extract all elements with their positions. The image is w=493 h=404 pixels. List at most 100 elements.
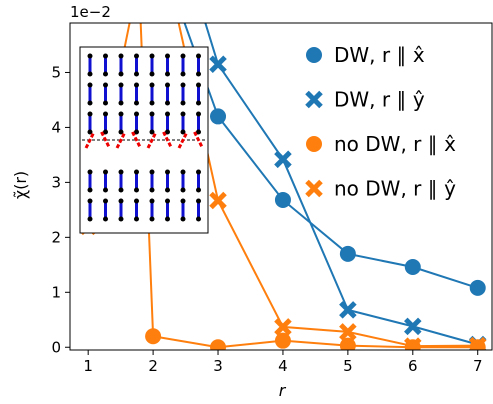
marker: [274, 150, 292, 169]
inset-site: [118, 216, 124, 222]
y-tick-label: 3: [51, 173, 61, 191]
inset-site: [134, 169, 139, 175]
inset-site: [180, 100, 186, 106]
inset-site: [165, 169, 170, 175]
inset-site: [118, 71, 124, 77]
inset-site: [103, 100, 108, 106]
inset-site: [87, 111, 93, 117]
inset-site: [196, 198, 201, 204]
inset-site: [118, 82, 124, 88]
inset-site: [134, 71, 139, 77]
inset-site: [149, 71, 155, 77]
axes-frame: [69, 22, 493, 351]
inset-site: [87, 198, 93, 204]
inset-site: [196, 216, 201, 222]
inset-site: [149, 187, 155, 193]
inset-site: [134, 100, 139, 106]
inset-site: [196, 71, 201, 77]
inset-dw-bond: [131, 131, 142, 149]
marker: [274, 332, 291, 349]
marker: [339, 245, 356, 262]
inset-site: [134, 82, 139, 88]
plot-area: [79, 23, 487, 350]
inset-site: [103, 111, 108, 117]
inset-site: [118, 169, 124, 175]
inset-frame: [79, 46, 209, 234]
inset-site: [134, 216, 139, 222]
offset-label: 1e−2: [70, 3, 111, 21]
inset-site: [103, 71, 108, 77]
inset-dw-bond: [115, 131, 127, 149]
inset-site: [165, 71, 170, 77]
y-tick-label: 5: [51, 63, 61, 81]
inset-site: [118, 187, 124, 193]
inset-site: [103, 82, 108, 88]
y-axis-label: χ̃(r): [11, 171, 30, 199]
inset-site: [149, 129, 155, 135]
inset-site: [165, 187, 170, 193]
inset-site: [149, 111, 155, 117]
y-tick-label: 2: [51, 228, 61, 246]
inset-site: [180, 129, 186, 135]
inset-site: [165, 216, 170, 222]
inset-site: [165, 129, 170, 135]
inset-site: [165, 111, 170, 117]
inset-site: [149, 169, 155, 175]
inset-dw-bond: [84, 131, 96, 149]
legend-label: DW, r ∥ ŷ: [334, 88, 425, 112]
inset-site: [196, 129, 201, 135]
marker: [404, 317, 422, 336]
inset-site: [87, 169, 93, 175]
inset-site: [118, 111, 124, 117]
x-tick-label: 3: [213, 357, 223, 375]
marker: [274, 191, 291, 208]
inset-site: [165, 53, 170, 59]
marker: [209, 191, 227, 210]
inset-dw-bond: [162, 131, 173, 149]
marker: [339, 337, 356, 350]
inset-site: [87, 100, 93, 106]
marker: [305, 179, 323, 198]
inset-site: [149, 53, 155, 59]
inset-site: [180, 71, 186, 77]
inset-site: [149, 100, 155, 106]
inset-site: [134, 129, 139, 135]
marker: [339, 301, 357, 319]
inset-site: [103, 169, 108, 175]
marker: [210, 339, 227, 350]
y-tick-label: 4: [51, 118, 61, 136]
inset-site: [87, 53, 93, 59]
inset-site: [103, 53, 108, 59]
marker: [305, 90, 323, 109]
inset-site: [134, 111, 139, 117]
inset-site: [134, 187, 139, 193]
inset-site: [103, 198, 108, 204]
inset-site: [118, 53, 124, 59]
inset-site: [134, 53, 139, 59]
inset-dw-bond: [177, 131, 189, 149]
inset-site: [196, 111, 201, 117]
inset-site: [196, 100, 201, 106]
legend-label: no DW, r ∥ ŷ: [334, 177, 456, 201]
inset-site: [165, 82, 170, 88]
marker: [468, 336, 487, 350]
inset-site: [103, 187, 108, 193]
x-tick-label: 4: [278, 357, 288, 375]
series-line: [204, 23, 478, 346]
inset-dw-bond: [100, 131, 111, 149]
legend-label: no DW, r ∥ x̂: [334, 132, 456, 156]
inset-site: [134, 198, 139, 204]
marker: [404, 337, 422, 350]
x-axis-label: r: [279, 381, 287, 400]
inset-site: [149, 82, 155, 88]
x-tick-label: 6: [408, 357, 418, 375]
marker: [339, 323, 357, 341]
inset-site: [103, 216, 108, 222]
inset-site: [180, 169, 186, 175]
marker: [306, 136, 322, 152]
inset-site: [149, 216, 155, 222]
inset-site: [180, 187, 186, 193]
inset-site: [196, 169, 201, 175]
inset-site: [180, 53, 186, 59]
